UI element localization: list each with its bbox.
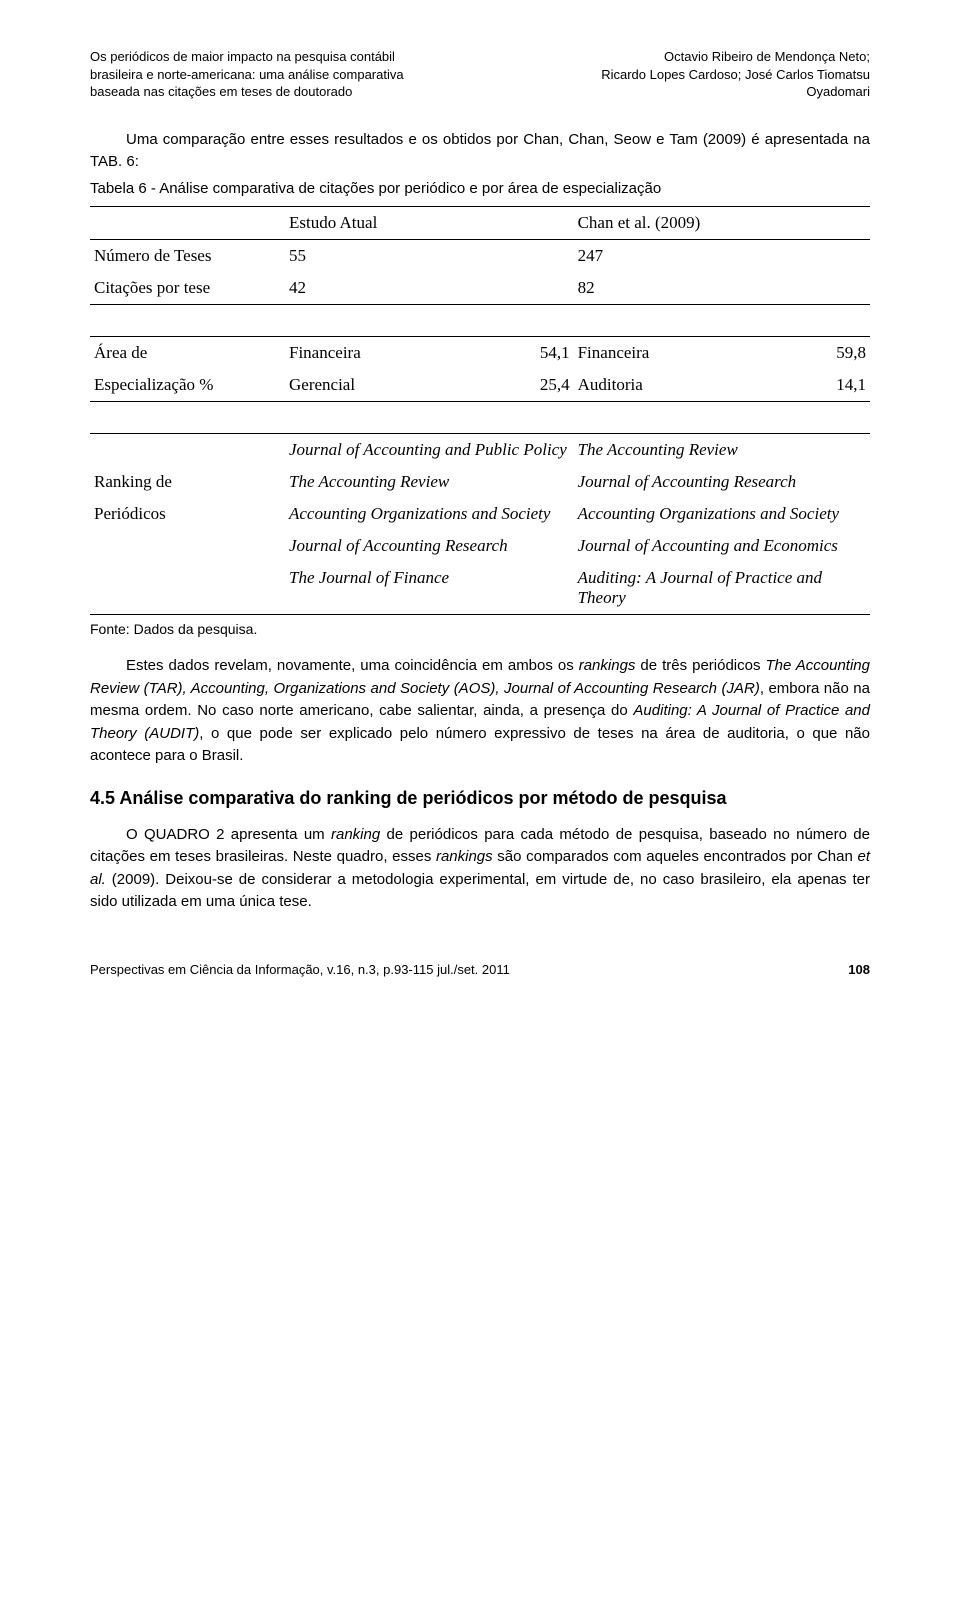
page-footer: Perspectivas em Ciência da Informação, v… [90,962,870,977]
row-val-b: 82 [574,272,870,305]
rank-label-blank [90,530,285,562]
area-r-val: 14,1 [836,375,866,395]
area-cell: Auditoria 14,1 [574,369,870,402]
section-paragraph: O QUADRO 2 apresenta um ranking de perió… [90,824,870,914]
area-r-val: 59,8 [836,343,866,363]
rank-mid: The Journal of Finance [285,562,574,615]
header-left-line: Os periódicos de maior impacto na pesqui… [90,48,404,66]
discussion-paragraph: Estes dados revelam, novamente, uma coin… [90,655,870,768]
header-right-line: Ricardo Lopes Cardoso; José Carlos Tioma… [601,66,870,84]
rank-mid: Journal of Accounting Research [285,530,574,562]
area-mid-val: 54,1 [540,343,570,363]
area-cell: Financeira 59,8 [574,337,870,370]
section-heading-4-5: 4.5 Análise comparativa do ranking de pe… [90,786,870,810]
rank-label: Periódicos [90,498,285,530]
header-right: Octavio Ribeiro de Mendonça Neto; Ricard… [601,48,870,101]
rank-r: Auditing: A Journal of Practice and Theo… [574,562,870,615]
table-source: Fonte: Dados da pesquisa. [90,621,870,637]
page-number: 108 [848,962,870,977]
area-cell: Gerencial 25,4 [285,369,574,402]
rank-label-blank [90,562,285,615]
rank-r: Journal of Accounting and Economics [574,530,870,562]
rank-label-blank [90,434,285,467]
table-header-right: Chan et al. (2009) [574,207,870,240]
row-val-a: 55 [285,240,574,273]
running-header: Os periódicos de maior impacto na pesqui… [90,48,870,101]
table-6: Estudo Atual Chan et al. (2009) Número d… [90,206,870,615]
rank-mid: Journal of Accounting and Public Policy [285,434,574,467]
rank-label: Ranking de [90,466,285,498]
row-label: Número de Teses [90,240,285,273]
rank-r: Accounting Organizations and Society [574,498,870,530]
area-r-lbl: Auditoria [578,375,643,395]
header-left-line: baseada nas citações em teses de doutora… [90,83,404,101]
area-mid-lbl: Gerencial [289,375,355,395]
area-r-lbl: Financeira [578,343,650,363]
row-val-b: 247 [574,240,870,273]
intro-paragraph: Uma comparação entre esses resultados e … [90,129,870,174]
rank-mid: Accounting Organizations and Society [285,498,574,530]
table-header-blank [90,207,285,240]
rank-mid: The Accounting Review [285,466,574,498]
header-right-line: Oyadomari [601,83,870,101]
row-label: Citações por tese [90,272,285,305]
row-val-a: 42 [285,272,574,305]
area-label: Área de [90,337,285,370]
header-left: Os periódicos de maior impacto na pesqui… [90,48,404,101]
header-left-line: brasileira e norte-americana: uma anális… [90,66,404,84]
rank-r: The Accounting Review [574,434,870,467]
table-header-mid: Estudo Atual [285,207,574,240]
header-right-line: Octavio Ribeiro de Mendonça Neto; [601,48,870,66]
table-caption: Tabela 6 - Análise comparativa de citaçõ… [90,178,870,201]
area-cell: Financeira 54,1 [285,337,574,370]
rank-r: Journal of Accounting Research [574,466,870,498]
area-mid-lbl: Financeira [289,343,361,363]
area-label: Especialização % [90,369,285,402]
area-mid-val: 25,4 [540,375,570,395]
footer-left: Perspectivas em Ciência da Informação, v… [90,962,510,977]
